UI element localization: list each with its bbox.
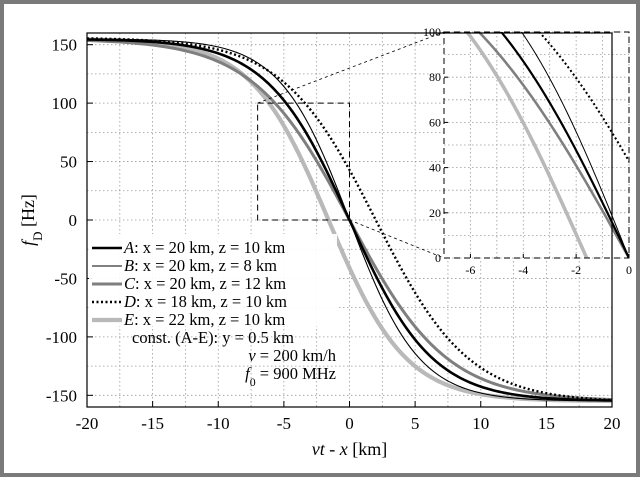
zoom-connector-top (257, 31, 445, 104)
legend-label-c: C: x = 20 km, z = 12 km (124, 274, 286, 293)
zoom-region-box (257, 102, 350, 221)
zoom-connector-lines (257, 31, 445, 259)
x-tick-label: 5 (411, 414, 420, 433)
inset-y-tick-label: 40 (429, 161, 441, 175)
y-tick-label: 100 (52, 94, 78, 113)
legend-label-d: D: x = 18 km, z = 10 km (123, 292, 287, 311)
x-tick-label: 15 (538, 414, 555, 433)
inset-series-line-b (520, 32, 629, 258)
y-tick-label: 150 (52, 36, 78, 55)
legend-note: v = 200 km/h (248, 346, 336, 365)
inset-x-tick-label: -2 (571, 263, 581, 277)
inset-series-line-c (477, 32, 629, 258)
y-tick-label: 0 (69, 211, 78, 230)
y-axis-label: fD [Hz] (18, 194, 45, 246)
inset-border (443, 31, 630, 259)
legend-label-e: E: x = 22 km, z = 10 km (123, 310, 285, 329)
inset-y-tick-label: 100 (423, 25, 441, 39)
x-tick-label: -15 (141, 414, 164, 433)
inset-x-tick-label: 0 (626, 263, 632, 277)
x-axis-label: vt - x [km] (312, 439, 388, 459)
x-tick-label: 20 (604, 414, 621, 433)
y-tick-label: -100 (46, 328, 77, 347)
inset-y-tick-label: 60 (429, 115, 441, 129)
x-tick-label: -10 (207, 414, 230, 433)
legend-background (89, 234, 337, 326)
legend-note: f0 = 900 MHz (245, 364, 336, 389)
legend: A: x = 20 km, z = 10 kmB: x = 20 km, z =… (89, 234, 337, 389)
inset-y-tick-label: 0 (435, 251, 441, 265)
y-tick-label: -150 (46, 386, 77, 405)
x-tick-label: 0 (345, 414, 354, 433)
x-tick-label: 10 (472, 414, 489, 433)
inset-y-tick-label: 80 (429, 70, 441, 84)
series-line-d (87, 37, 612, 402)
inset-y-tick-label: 20 (429, 206, 441, 220)
inset-series-line-e (464, 32, 589, 258)
inset-series-group (464, 32, 629, 258)
inset-x-tick-label: -4 (518, 263, 528, 277)
x-tick-label: -20 (76, 414, 99, 433)
y-tick-label: 50 (60, 153, 77, 172)
legend-label-a: A: x = 20 km, z = 10 km (123, 238, 285, 257)
y-tick-label: -50 (54, 269, 77, 288)
zoom-connector-bottom (349, 219, 445, 259)
legend-note: const. (A-E): y = 0.5 km (132, 328, 294, 347)
inset-series-line-a (499, 32, 629, 258)
inset-chart: -6 -4 -2 0 100 80 60 40 20 0 (423, 25, 632, 277)
inset-x-tick-label: -6 (465, 263, 475, 277)
x-tick-label: -5 (277, 414, 291, 433)
legend-label-b: B: x = 20 km, z = 8 km (124, 256, 277, 275)
